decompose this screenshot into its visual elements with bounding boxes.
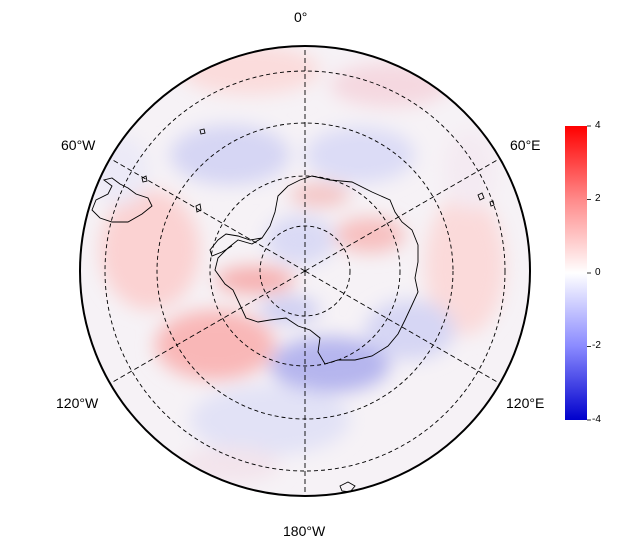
colorbar-ticks	[587, 125, 591, 421]
longitude-label-60e: 60°E	[510, 137, 541, 153]
south-america-tip	[91, 177, 153, 223]
island	[141, 175, 148, 183]
island	[477, 192, 485, 201]
coastlines	[91, 128, 495, 493]
antarctica-coastline	[214, 175, 419, 365]
meridian-line	[109, 270, 306, 384]
antarctic-peninsula	[209, 233, 263, 257]
longitude-label-60w: 60°W	[61, 137, 96, 153]
colorbar-label-neg4: -4	[592, 414, 601, 425]
longitude-label-120e: 120°E	[506, 395, 545, 411]
latitude-circle	[209, 175, 401, 367]
meridian-line	[304, 158, 501, 272]
island	[489, 200, 495, 207]
colorbar-gradient	[565, 126, 587, 420]
longitude-label-120w: 120°W	[56, 395, 99, 411]
island	[199, 128, 206, 135]
colorbar-label-2: 2	[595, 193, 601, 204]
map-boundary	[79, 45, 531, 497]
colorbar-label-neg2: -2	[592, 340, 601, 351]
island	[195, 203, 202, 213]
latitude-circle	[104, 70, 506, 472]
meridian-line	[304, 270, 501, 384]
island	[339, 481, 356, 493]
longitude-label-180w: 180°W	[283, 523, 326, 539]
colorbar	[565, 125, 591, 421]
anomaly-field	[80, 46, 530, 496]
colorbar-label-0: 0	[595, 267, 601, 278]
longitude-label-0: 0°	[294, 9, 308, 25]
colorbar-label-4: 4	[595, 120, 601, 131]
